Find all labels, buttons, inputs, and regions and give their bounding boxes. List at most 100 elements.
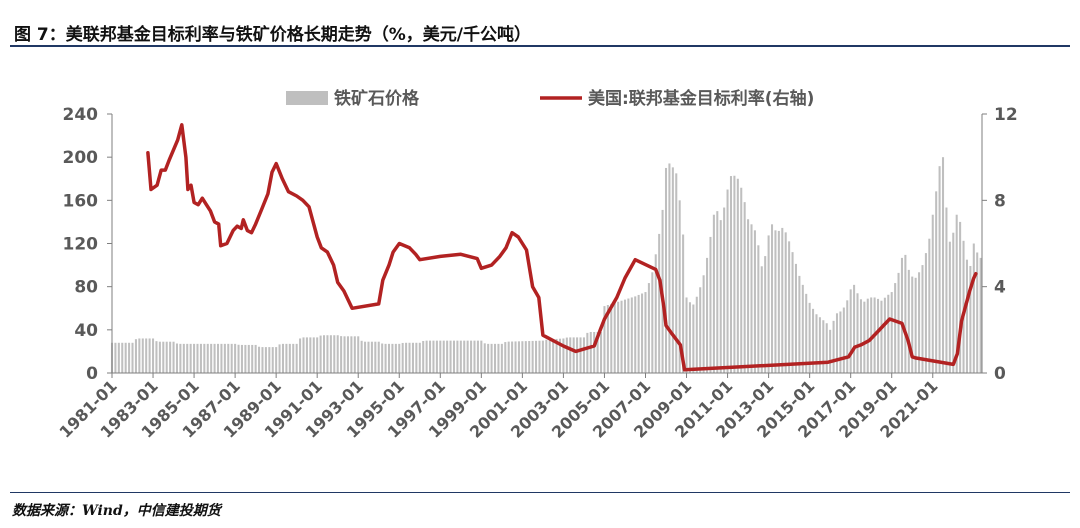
price-bar <box>904 254 907 373</box>
price-bar <box>240 344 243 373</box>
price-bar <box>801 284 804 373</box>
price-bar <box>541 340 544 373</box>
price-bar <box>733 175 736 373</box>
price-bar <box>603 306 606 373</box>
price-bar <box>312 337 315 373</box>
price-bar <box>292 343 295 373</box>
price-bar <box>818 317 821 373</box>
price-bar <box>589 331 592 373</box>
chart-title: 图 7：美联邦基金目标利率与铁矿价格长期走势（%，美元/千公吨） <box>14 25 531 45</box>
price-bar <box>794 263 797 373</box>
price-bar <box>606 305 609 373</box>
price-bar <box>411 342 414 373</box>
price-bar <box>264 347 267 373</box>
price-bar <box>781 227 784 373</box>
price-bar <box>425 340 428 374</box>
price-bar <box>723 207 726 373</box>
price-bar <box>158 341 161 373</box>
price-bar <box>859 299 862 373</box>
price-bar <box>295 343 298 373</box>
price-bar <box>630 297 633 373</box>
price-bar <box>466 340 469 374</box>
source-note: 数据来源：Wind，中信建投期货 <box>12 503 221 519</box>
price-bar <box>907 269 910 373</box>
price-bar <box>945 207 948 373</box>
price-bar <box>213 343 216 373</box>
price-bar <box>664 167 668 373</box>
price-bar <box>470 340 473 374</box>
price-bar <box>152 338 155 373</box>
price-bar <box>134 339 137 373</box>
price-bar <box>866 298 869 373</box>
right-tick-label: 4 <box>994 278 1006 298</box>
price-bar <box>370 341 373 373</box>
fed-funds-rate-line <box>146 123 978 372</box>
price-bar <box>938 166 941 373</box>
left-tick-label: 40 <box>74 321 98 341</box>
price-bar <box>148 338 151 373</box>
price-bar <box>329 335 332 373</box>
price-bar <box>558 338 562 373</box>
price-bar <box>952 232 955 373</box>
price-bar <box>620 300 623 373</box>
price-bar <box>562 338 565 373</box>
price-bar <box>935 191 938 373</box>
source-rule <box>10 492 1070 493</box>
price-bar <box>394 343 397 373</box>
price-bar <box>323 335 326 373</box>
price-bar <box>216 343 220 373</box>
price-bar <box>408 342 411 373</box>
price-bar <box>117 342 120 373</box>
price-bar <box>565 337 568 373</box>
price-bar <box>165 341 168 373</box>
price-bar <box>924 253 927 373</box>
price-bar <box>285 343 288 373</box>
price-bar <box>446 340 449 374</box>
price-bar <box>175 343 178 373</box>
price-bar <box>576 337 579 373</box>
price-bar <box>179 343 182 373</box>
price-bar <box>579 337 582 373</box>
price-bar <box>141 338 144 373</box>
title-rule <box>10 45 1070 47</box>
price-bar <box>712 214 715 373</box>
price-bar <box>193 343 196 373</box>
legend: 铁矿石价格 美国:联邦基金目标利率(右轴) <box>286 88 814 109</box>
price-bar <box>476 340 479 374</box>
price-bar <box>729 176 733 373</box>
left-tick-label: 0 <box>86 364 98 384</box>
price-bar <box>203 343 206 373</box>
price-bar <box>223 343 226 373</box>
left-tick-label: 160 <box>63 191 99 211</box>
price-bar <box>199 343 202 373</box>
price-bar <box>439 340 442 374</box>
price-bar <box>900 257 903 373</box>
price-bar <box>483 343 486 373</box>
price-bar <box>415 342 418 373</box>
price-bar <box>326 335 329 373</box>
price-bar <box>155 341 158 373</box>
price-bar <box>647 283 650 373</box>
price-bar <box>931 214 934 373</box>
price-bar <box>452 340 456 374</box>
price-bar <box>651 272 654 373</box>
price-bar <box>305 337 308 373</box>
price-bar <box>654 254 657 373</box>
price-bar <box>114 342 117 373</box>
price-bar <box>336 335 339 373</box>
price-bar <box>825 323 828 373</box>
price-bar <box>764 256 767 373</box>
price-bar <box>497 343 500 373</box>
price-bar <box>955 214 958 373</box>
price-bar <box>948 241 951 373</box>
price-bar <box>511 341 514 373</box>
price-bar <box>976 252 979 373</box>
price-bar <box>822 320 825 373</box>
price-bar <box>671 167 674 373</box>
price-bar <box>189 343 192 373</box>
price-bar <box>829 329 832 373</box>
price-bar <box>736 178 739 373</box>
price-bar <box>767 235 770 373</box>
price-bar <box>377 341 380 373</box>
price-bar <box>367 341 370 373</box>
